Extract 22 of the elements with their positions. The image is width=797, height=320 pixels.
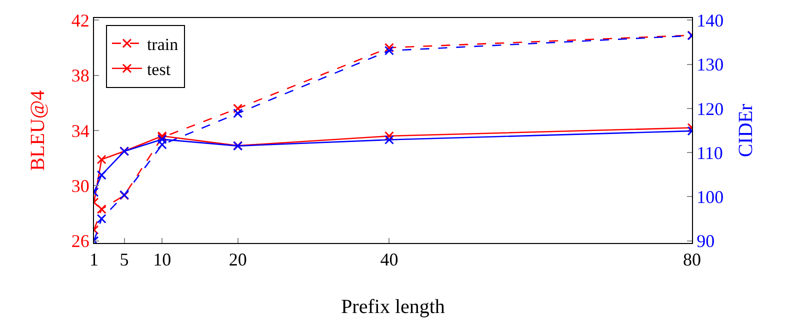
legend-label: test bbox=[146, 60, 171, 80]
y2-axis-title: CIDEr bbox=[735, 104, 757, 158]
y-tick-label: 42 bbox=[71, 10, 90, 30]
y2-tick-label: 130 bbox=[696, 54, 724, 75]
x-tick-label: 40 bbox=[380, 250, 398, 270]
x-tick-label: 1 bbox=[90, 250, 98, 270]
x-axis-title: Prefix length bbox=[341, 296, 445, 318]
y-axis-title: BLEU@4 bbox=[27, 90, 49, 171]
x-tick-label: 10 bbox=[153, 250, 172, 270]
y-tick-label: 26 bbox=[71, 231, 90, 252]
y-tick-label: 30 bbox=[71, 176, 90, 196]
x-tick-label: 20 bbox=[228, 250, 247, 270]
y-tick-label: 34 bbox=[71, 120, 90, 141]
y2-tick-label: 90 bbox=[696, 231, 715, 252]
x-tick-label: 5 bbox=[120, 250, 129, 270]
legend-label: train bbox=[146, 34, 179, 54]
y2-tick-label: 120 bbox=[696, 98, 724, 119]
x-tick-label: 80 bbox=[683, 250, 701, 270]
y2-tick-label: 140 bbox=[696, 10, 724, 31]
y2-tick-label: 100 bbox=[696, 186, 724, 207]
y-tick-label: 38 bbox=[71, 66, 90, 86]
y2-tick-label: 110 bbox=[696, 142, 723, 163]
